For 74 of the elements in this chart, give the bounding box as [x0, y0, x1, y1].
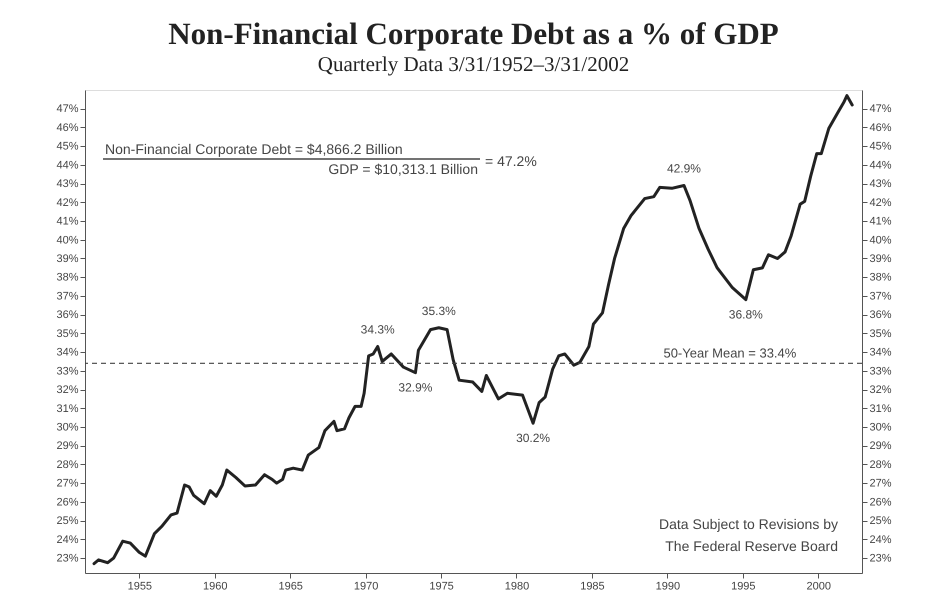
- y-tick-label: 41%: [56, 216, 79, 228]
- y2-tick-label: 46%: [870, 122, 892, 134]
- y-tick-label: 45%: [56, 140, 79, 153]
- ref-line-label: 50-Year Mean = 33.4%: [663, 345, 797, 360]
- annotation: 32.9%: [398, 380, 433, 395]
- y-tick-label: 37%: [56, 290, 79, 302]
- annotation: 35.3%: [422, 304, 456, 318]
- y2-tick-label: 47%: [870, 103, 892, 116]
- annotation: 30.2%: [516, 431, 550, 446]
- annotation: 42.9%: [666, 161, 702, 176]
- y-tick-label: 43%: [56, 178, 79, 190]
- y2-tick-label: 37%: [870, 290, 892, 302]
- annotation: 34.3%: [360, 322, 396, 336]
- y-tick-label: 27%: [56, 478, 79, 490]
- y2-tick-label: 23%: [870, 552, 892, 565]
- y2-tick-label: 26%: [870, 496, 892, 508]
- y-tick-label: 33%: [56, 365, 79, 378]
- y2-tick-label: 33%: [870, 365, 892, 378]
- annotation: Non-Financial Corporate Debt = $4,866.2 Billion: [105, 141, 403, 157]
- y2-tick-label: 24%: [870, 534, 892, 546]
- annotation: = 47.2%: [485, 153, 537, 169]
- y2-tick-label: 44%: [870, 159, 892, 172]
- y-tick-label: 31%: [56, 402, 79, 415]
- x-tick-label: 1980: [504, 580, 530, 592]
- y-tick-label: 36%: [56, 309, 79, 322]
- y2-tick-label: 32%: [870, 384, 892, 396]
- x-tick-label: 1990: [656, 580, 680, 592]
- chart-subtitle: Quarterly Data 3/31/1952–3/31/2002: [318, 52, 630, 76]
- y2-tick-label: 39%: [870, 252, 892, 265]
- y2-tick-label: 41%: [870, 216, 892, 228]
- y-tick-label: 40%: [56, 234, 79, 246]
- x-tick-label: 1995: [731, 580, 756, 592]
- y-tick-label: 39%: [56, 252, 79, 265]
- line-series: [92, 94, 854, 566]
- y2-tick-label: 29%: [870, 440, 892, 452]
- y-tick-label: 32%: [56, 384, 79, 396]
- y-tick-label: 44%: [56, 159, 79, 172]
- annotation: Data Subject to Revisions by The Federal Reserve Board: [659, 516, 838, 554]
- y2-tick-label: 27%: [870, 478, 892, 490]
- y2-tick-label: 35%: [870, 328, 892, 340]
- x-tick-label: 1965: [278, 580, 303, 592]
- annotation: GDP = $10,313.1 Billion: [328, 161, 478, 177]
- y-tick-label: 34%: [56, 346, 79, 359]
- y-tick-label: 47%: [56, 103, 79, 116]
- y-tick-label: 26%: [56, 496, 79, 508]
- y-tick-label: 46%: [56, 122, 79, 134]
- y2-tick-label: 34%: [870, 346, 892, 359]
- x-tick-label: 2000: [806, 580, 831, 592]
- x-tick-label: 1960: [203, 580, 228, 592]
- y2-tick-label: 42%: [870, 196, 892, 209]
- y-tick-label: 23%: [56, 552, 79, 565]
- y2-tick-label: 45%: [870, 140, 892, 153]
- annotation: 36.8%: [728, 308, 764, 322]
- chart-title: Non-Financial Corporate Debt as a % of GDP: [168, 16, 779, 51]
- y-tick-label: 29%: [56, 440, 79, 452]
- y-tick-label: 24%: [56, 534, 79, 546]
- y-tick-label: 35%: [56, 328, 79, 340]
- x-tick-label: 1955: [128, 580, 152, 592]
- y2-tick-label: 40%: [870, 234, 892, 246]
- y2-tick-label: 25%: [870, 515, 892, 528]
- y2-tick-label: 43%: [870, 178, 892, 190]
- y-tick-label: 42%: [56, 196, 79, 209]
- y2-tick-label: 30%: [870, 421, 892, 434]
- y-tick-label: 30%: [56, 421, 79, 434]
- y-tick-label: 25%: [56, 515, 79, 528]
- y-tick-label: 28%: [56, 458, 79, 471]
- y2-tick-label: 31%: [870, 402, 892, 415]
- x-tick-label: 1975: [429, 580, 454, 592]
- y-tick-label: 38%: [56, 272, 79, 284]
- x-tick-label: 1985: [580, 580, 605, 592]
- y2-tick-label: 28%: [870, 458, 892, 471]
- x-tick-label: 1970: [354, 580, 378, 592]
- y2-tick-label: 38%: [870, 272, 892, 284]
- y2-tick-label: 36%: [870, 309, 892, 322]
